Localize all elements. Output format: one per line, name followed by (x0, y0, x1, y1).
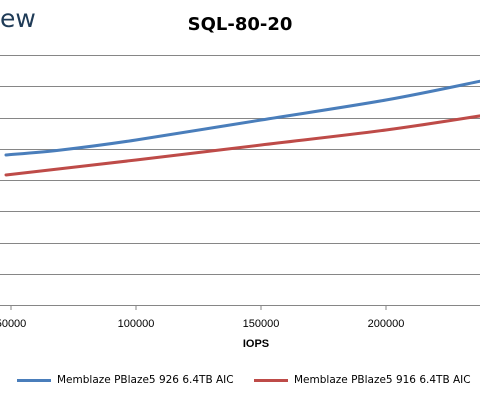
legend-label-series-1: Memblaze PBlaze5 926 6.4TB AIC (57, 374, 234, 386)
series-lines (4, 79, 480, 177)
chart-legend: Memblaze PBlaze5 926 6.4TB AIC Memblaze … (0, 371, 480, 389)
legend-swatch-series-2 (254, 378, 288, 382)
legend-item-series-1: Memblaze PBlaze5 926 6.4TB AIC (17, 371, 234, 389)
x-axis-label: IOPS (243, 338, 269, 350)
legend-label-series-2: Memblaze PBlaze5 916 6.4TB AIC (294, 374, 471, 386)
site-logo-fragment: ew (0, 4, 36, 33)
legend-swatch-series-1 (17, 378, 51, 382)
series-line-2 (4, 114, 480, 177)
gridlines (0, 55, 480, 306)
x-tick-label: 100000 (118, 318, 155, 330)
legend-item-series-2: Memblaze PBlaze5 916 6.4TB AIC (254, 371, 471, 389)
series-line-1 (4, 79, 480, 157)
x-tick-labels: 50000 100000 150000 200000 (0, 305, 404, 330)
x-tick-label: 200000 (368, 318, 405, 330)
x-tick-label: 150000 (243, 318, 280, 330)
x-tick-label: 50000 (0, 318, 26, 330)
chart-title: SQL-80-20 (187, 14, 293, 35)
